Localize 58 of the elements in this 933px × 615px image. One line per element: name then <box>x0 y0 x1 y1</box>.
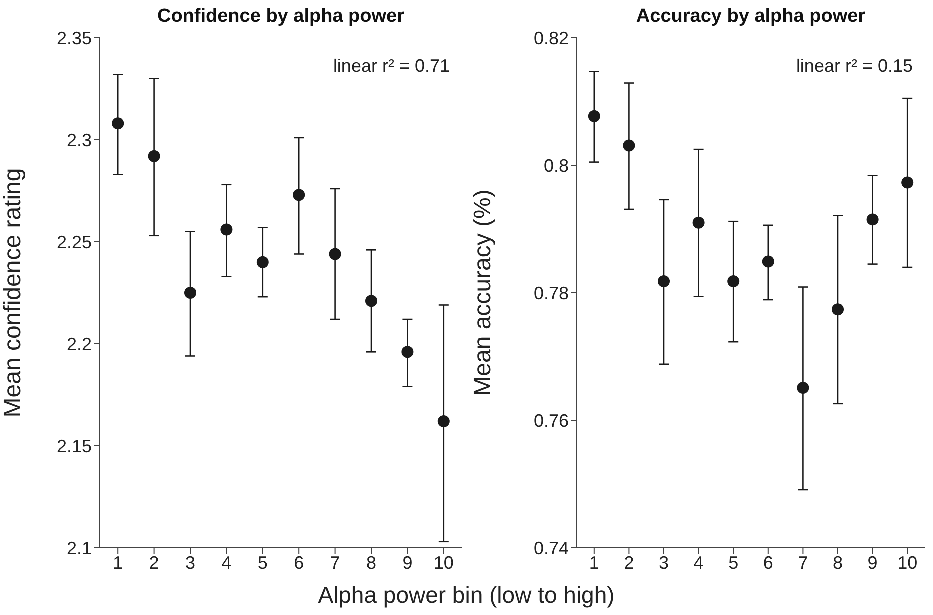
x-tick-label: 3 <box>185 552 196 573</box>
x-tick-label: 3 <box>658 552 670 573</box>
annotation: linear r² = 0.15 <box>796 56 913 77</box>
x-tick-label: 8 <box>832 552 844 573</box>
point <box>402 346 414 358</box>
y-tick-label: 0.8 <box>544 156 569 176</box>
y-tick-label: 2.35 <box>56 28 92 48</box>
x-tick-label: 4 <box>694 552 704 573</box>
point <box>256 256 269 268</box>
y-tick-label: 2.1 <box>66 538 92 558</box>
x-tick-label: 9 <box>402 552 413 573</box>
x-tick-label: 10 <box>434 552 454 573</box>
y-axis-title: Mean accuracy (%) <box>470 190 497 396</box>
point <box>293 189 306 202</box>
point <box>728 276 740 288</box>
x-tick-label: 5 <box>258 552 268 573</box>
point <box>623 140 636 152</box>
y-tick-label: 0.82 <box>534 28 569 48</box>
point <box>762 256 774 268</box>
y-tick-label: 2.15 <box>56 436 92 456</box>
point <box>658 276 670 288</box>
x-tick-label: 5 <box>728 552 739 573</box>
point <box>832 304 844 316</box>
point <box>797 382 810 394</box>
y-tick-label: 2.25 <box>56 232 92 252</box>
x-tick-label: 6 <box>294 552 304 573</box>
y-axis-title: Mean confidence rating <box>0 168 27 418</box>
chart-title: Accuracy by alpha power <box>635 6 867 28</box>
y-tick-label: 0.74 <box>534 538 569 558</box>
x-tick-label: 2 <box>149 552 160 573</box>
point <box>329 248 342 260</box>
point <box>220 224 233 236</box>
point <box>438 416 450 428</box>
annotation: linear r² = 0.71 <box>333 56 450 77</box>
x-tick-label: 1 <box>589 552 600 573</box>
y-tick-label: 2.2 <box>66 334 92 354</box>
x-tick-label: 10 <box>898 552 918 573</box>
point <box>902 176 914 189</box>
x-tick-label: 6 <box>763 552 774 573</box>
point <box>148 150 160 162</box>
y-tick-label: 2.3 <box>66 130 92 150</box>
point <box>866 214 879 226</box>
y-tick-label: 0.76 <box>534 410 569 431</box>
x-tick-label: 9 <box>868 552 878 573</box>
x-tick-label: 7 <box>330 552 340 573</box>
point <box>184 287 196 299</box>
point <box>588 110 600 122</box>
x-tick-label: 4 <box>222 552 232 573</box>
x-axis-title: Alpha power bin (low to high) <box>317 582 616 609</box>
point <box>366 295 378 308</box>
y-tick-label: 0.78 <box>534 283 569 304</box>
x-tick-label: 7 <box>798 552 808 573</box>
point <box>692 216 705 229</box>
point <box>112 118 124 130</box>
x-tick-label: 8 <box>366 552 377 573</box>
x-tick-label: 2 <box>624 552 634 573</box>
chart-title: Confidence by alpha power <box>156 6 406 28</box>
x-tick-label: 1 <box>113 552 124 573</box>
